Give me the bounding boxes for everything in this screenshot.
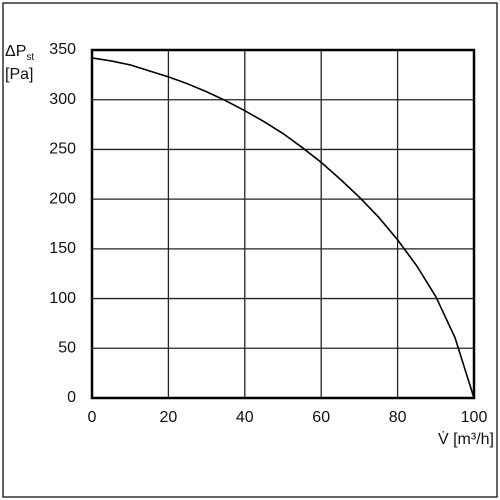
y-tick-label: 50 [58,340,76,357]
y-tick-label: 200 [49,190,76,207]
y-tick-label: 100 [49,290,76,307]
x-tick-label: 100 [461,409,488,426]
y-axis-unit: [Pa] [5,66,33,83]
y-axis-label: ΔPst [5,43,34,62]
y-tick-label: 0 [67,389,76,406]
x-tick-label: 0 [88,409,97,426]
x-tick-label: 60 [312,409,330,426]
y-axis-label-sub: st [26,52,34,63]
plot-frame [90,48,476,400]
y-tick-label: 150 [49,240,76,257]
x-tick-label: 20 [160,409,178,426]
y-axis-label-main: ΔP [5,43,26,60]
x-tick-label: 80 [389,409,407,426]
y-tick-label: 250 [49,141,76,158]
x-tick-label: 40 [236,409,254,426]
y-tick-label: 350 [49,41,76,58]
y-tick-label: 300 [49,91,76,108]
x-axis-label: V̇ [m³/h] [438,430,494,448]
curve [91,57,475,399]
